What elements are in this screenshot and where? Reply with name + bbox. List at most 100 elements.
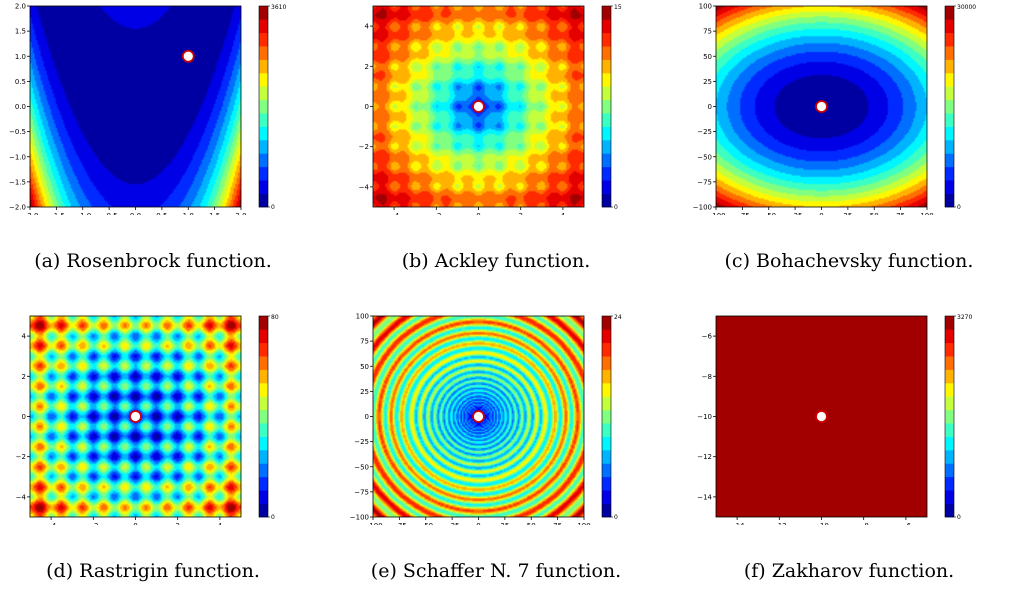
x-tick-label: 4 [561, 212, 566, 215]
colorbar-segment [602, 477, 611, 491]
x-tick-label: 50 [870, 212, 879, 215]
colorbar-segment [945, 410, 954, 424]
colorbar-segment [259, 113, 268, 127]
y-tick-label: 2.0 [15, 3, 26, 11]
colorbar-segment [602, 194, 611, 208]
colorbar-segment [945, 73, 954, 87]
optimum-marker [473, 101, 484, 112]
colorbar-segment [602, 343, 611, 357]
colorbar-segment [259, 46, 268, 60]
y-tick-label: −4 [359, 183, 370, 191]
colorbar-segment [602, 370, 611, 384]
colorbar-segment [602, 504, 611, 518]
y-tick-label: −50 [354, 463, 369, 471]
colorbar-segment [259, 140, 268, 154]
colorbar-segment [259, 86, 268, 100]
y-tick-label: 0 [365, 103, 369, 111]
colorbar-segment [945, 463, 954, 477]
x-tick-label: 1.5 [209, 212, 220, 215]
colorbar-segment [602, 6, 611, 20]
y-tick-label: −10 [697, 413, 712, 421]
y-tick-label: 0 [708, 103, 712, 111]
colorbar-segment [259, 127, 268, 141]
colorbar-segment [945, 423, 954, 437]
panel-rastrigin: −4−2024−4−2024800 (d) Rastrigin function… [0, 310, 330, 560]
y-tick-label: −75 [697, 178, 712, 186]
y-tick-label: 75 [703, 28, 712, 36]
colorbar-segment [602, 167, 611, 181]
caption-rastrigin: (d) Rastrigin function. [0, 560, 318, 582]
x-tick-label: 25 [843, 212, 852, 215]
y-tick-label: −2.0 [9, 204, 26, 212]
colorbar-segment [602, 100, 611, 114]
colorbar-max-label: 24 [614, 314, 622, 321]
colorbar-segment [259, 410, 268, 424]
x-tick-label: −50 [418, 522, 433, 525]
x-tick-label: 0 [819, 212, 823, 215]
x-tick-label: −75 [735, 212, 750, 215]
caption-zakharov: (f) Zakharov function. [684, 560, 1014, 582]
x-tick-label: −75 [392, 522, 407, 525]
x-tick-label: −2 [88, 522, 98, 525]
colorbar-segment [602, 60, 611, 74]
schaffer-contour-plot: −100 −75 −50 −25 0 25 50 75 100 −100 −75 −50 −25 0 25 5… [343, 310, 643, 525]
colorbar-segment [259, 180, 268, 194]
colorbar-segment [602, 410, 611, 424]
colorbar-segment [602, 423, 611, 437]
colorbar-segment [945, 46, 954, 60]
colorbar-segment [602, 46, 611, 60]
ackley-contour-plot: −4 −2 0 2 4 −4 −2 0 2 4 15 0 [343, 0, 643, 215]
x-tick-label: −100 [706, 212, 725, 215]
colorbar-segment [945, 343, 954, 357]
y-tick-label: 75 [360, 338, 369, 346]
colorbar-segment [259, 356, 268, 370]
x-tick-label: −25 [445, 522, 460, 525]
colorbar-segment [945, 86, 954, 100]
x-tick-label: 100 [577, 522, 590, 525]
optimum-marker [816, 101, 827, 112]
y-tick-label: 0 [22, 413, 26, 421]
y-tick-label: −0.5 [9, 128, 26, 136]
panel-ackley: −4 −2 0 2 4 −4 −2 0 2 4 15 0 (b) Ackley function. [343, 0, 673, 250]
colorbar-segment [945, 100, 954, 114]
colorbar-segment [945, 329, 954, 343]
colorbar-segment [259, 370, 268, 384]
y-tick-label: 50 [360, 363, 369, 371]
colorbar-segment [945, 504, 954, 518]
colorbar-segment [259, 477, 268, 491]
panel-bohachevsky: −100 −75 −50 −25 0 25 50 75 100 −100 −75 −50 −25 0 25 5… [686, 0, 1016, 250]
colorbar-segment [945, 383, 954, 397]
caption-schaffer: (e) Schaffer N. 7 function. [331, 560, 661, 582]
y-tick-label: −75 [354, 488, 369, 496]
rastrigin-contour-plot: −4−2024−4−2024800 [0, 310, 300, 525]
y-tick-label: −8 [702, 373, 712, 381]
colorbar-segment [945, 113, 954, 127]
colorbar-segment [259, 6, 268, 20]
colorbar-segment [602, 437, 611, 451]
y-tick-label: 0 [365, 413, 369, 421]
colorbar-segment [259, 153, 268, 167]
colorbar-max-label: 80 [271, 314, 279, 321]
colorbar-segment [259, 60, 268, 74]
colorbar-min-label: 0 [614, 204, 618, 211]
x-tick-label: −100 [363, 522, 382, 525]
colorbar-segment [259, 437, 268, 451]
x-tick-label: −10 [814, 522, 829, 525]
colorbar-min-label: 0 [957, 204, 961, 211]
colorbar-max-label: 30000 [957, 4, 976, 11]
x-tick-label: −4 [389, 212, 400, 215]
colorbar-segment [602, 450, 611, 464]
y-tick-label: 2 [22, 373, 26, 381]
caption-rosenbrock: (a) Rosenbrock function. [0, 250, 318, 272]
colorbar-segment [945, 477, 954, 491]
colorbar-segment [945, 153, 954, 167]
x-tick-label: −12 [772, 522, 787, 525]
contour-fill [30, 6, 241, 207]
optimum-marker [130, 411, 141, 422]
colorbar-segment [945, 450, 954, 464]
colorbar-segment [602, 33, 611, 47]
colorbar-segment [259, 463, 268, 477]
x-tick-label: 50 [527, 522, 536, 525]
x-tick-label: −1.5 [48, 212, 65, 215]
colorbar-segment [945, 167, 954, 181]
